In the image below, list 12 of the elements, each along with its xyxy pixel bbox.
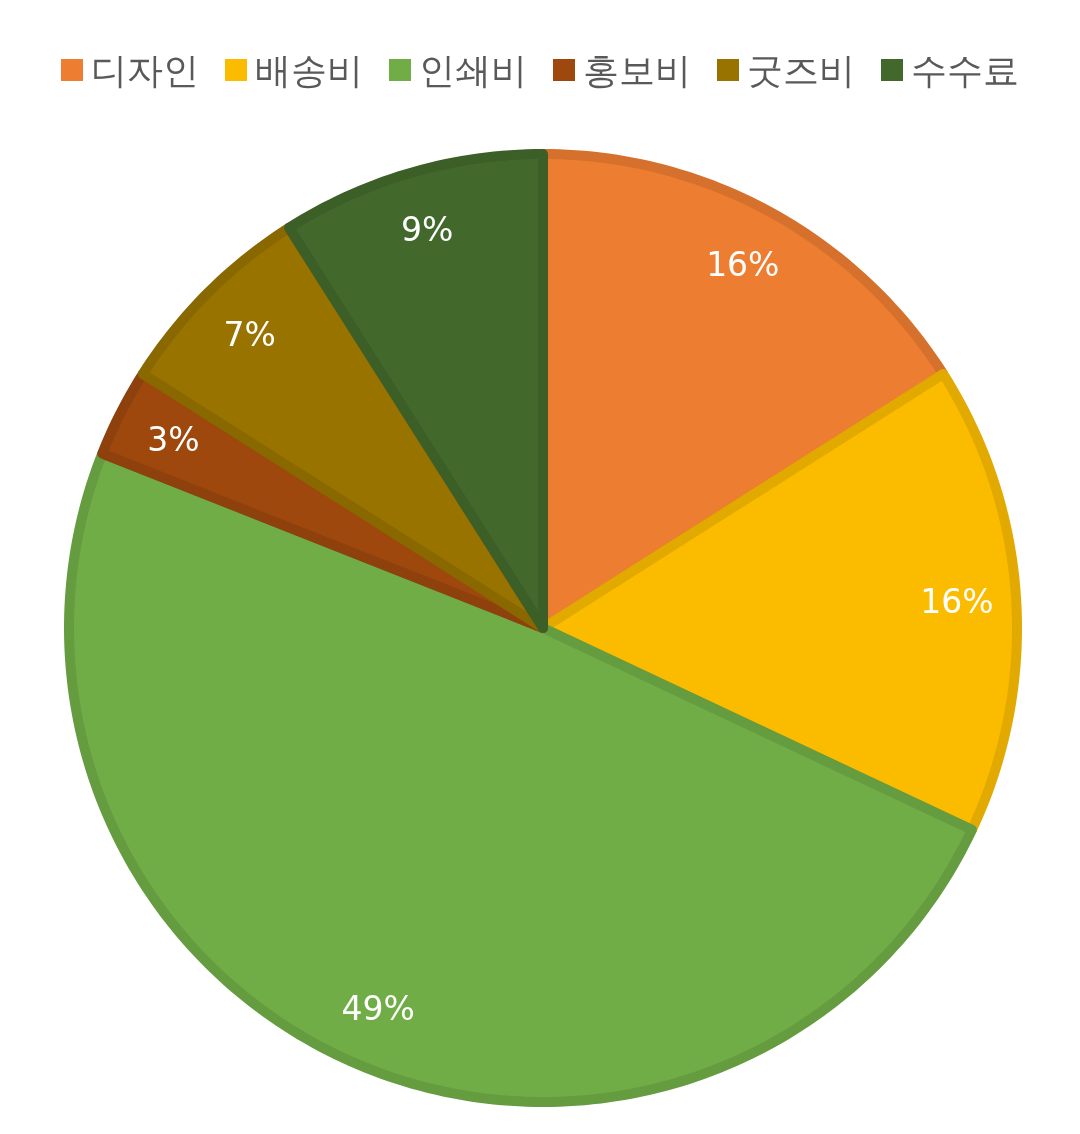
- data-label: 16%: [706, 245, 780, 285]
- data-label: 9%: [401, 210, 454, 250]
- data-label: 49%: [341, 989, 415, 1029]
- data-label: 7%: [223, 315, 276, 355]
- legend-label: 배송비: [255, 49, 363, 91]
- data-label: 16%: [920, 582, 994, 622]
- legend-label: 홍보비: [583, 49, 691, 91]
- legend-label: 인쇄비: [419, 49, 527, 91]
- data-label: 3%: [147, 420, 200, 460]
- legend-label: 디자인: [91, 49, 199, 91]
- legend-label: 수수료: [911, 49, 1019, 91]
- legend-label: 굿즈비: [747, 49, 855, 91]
